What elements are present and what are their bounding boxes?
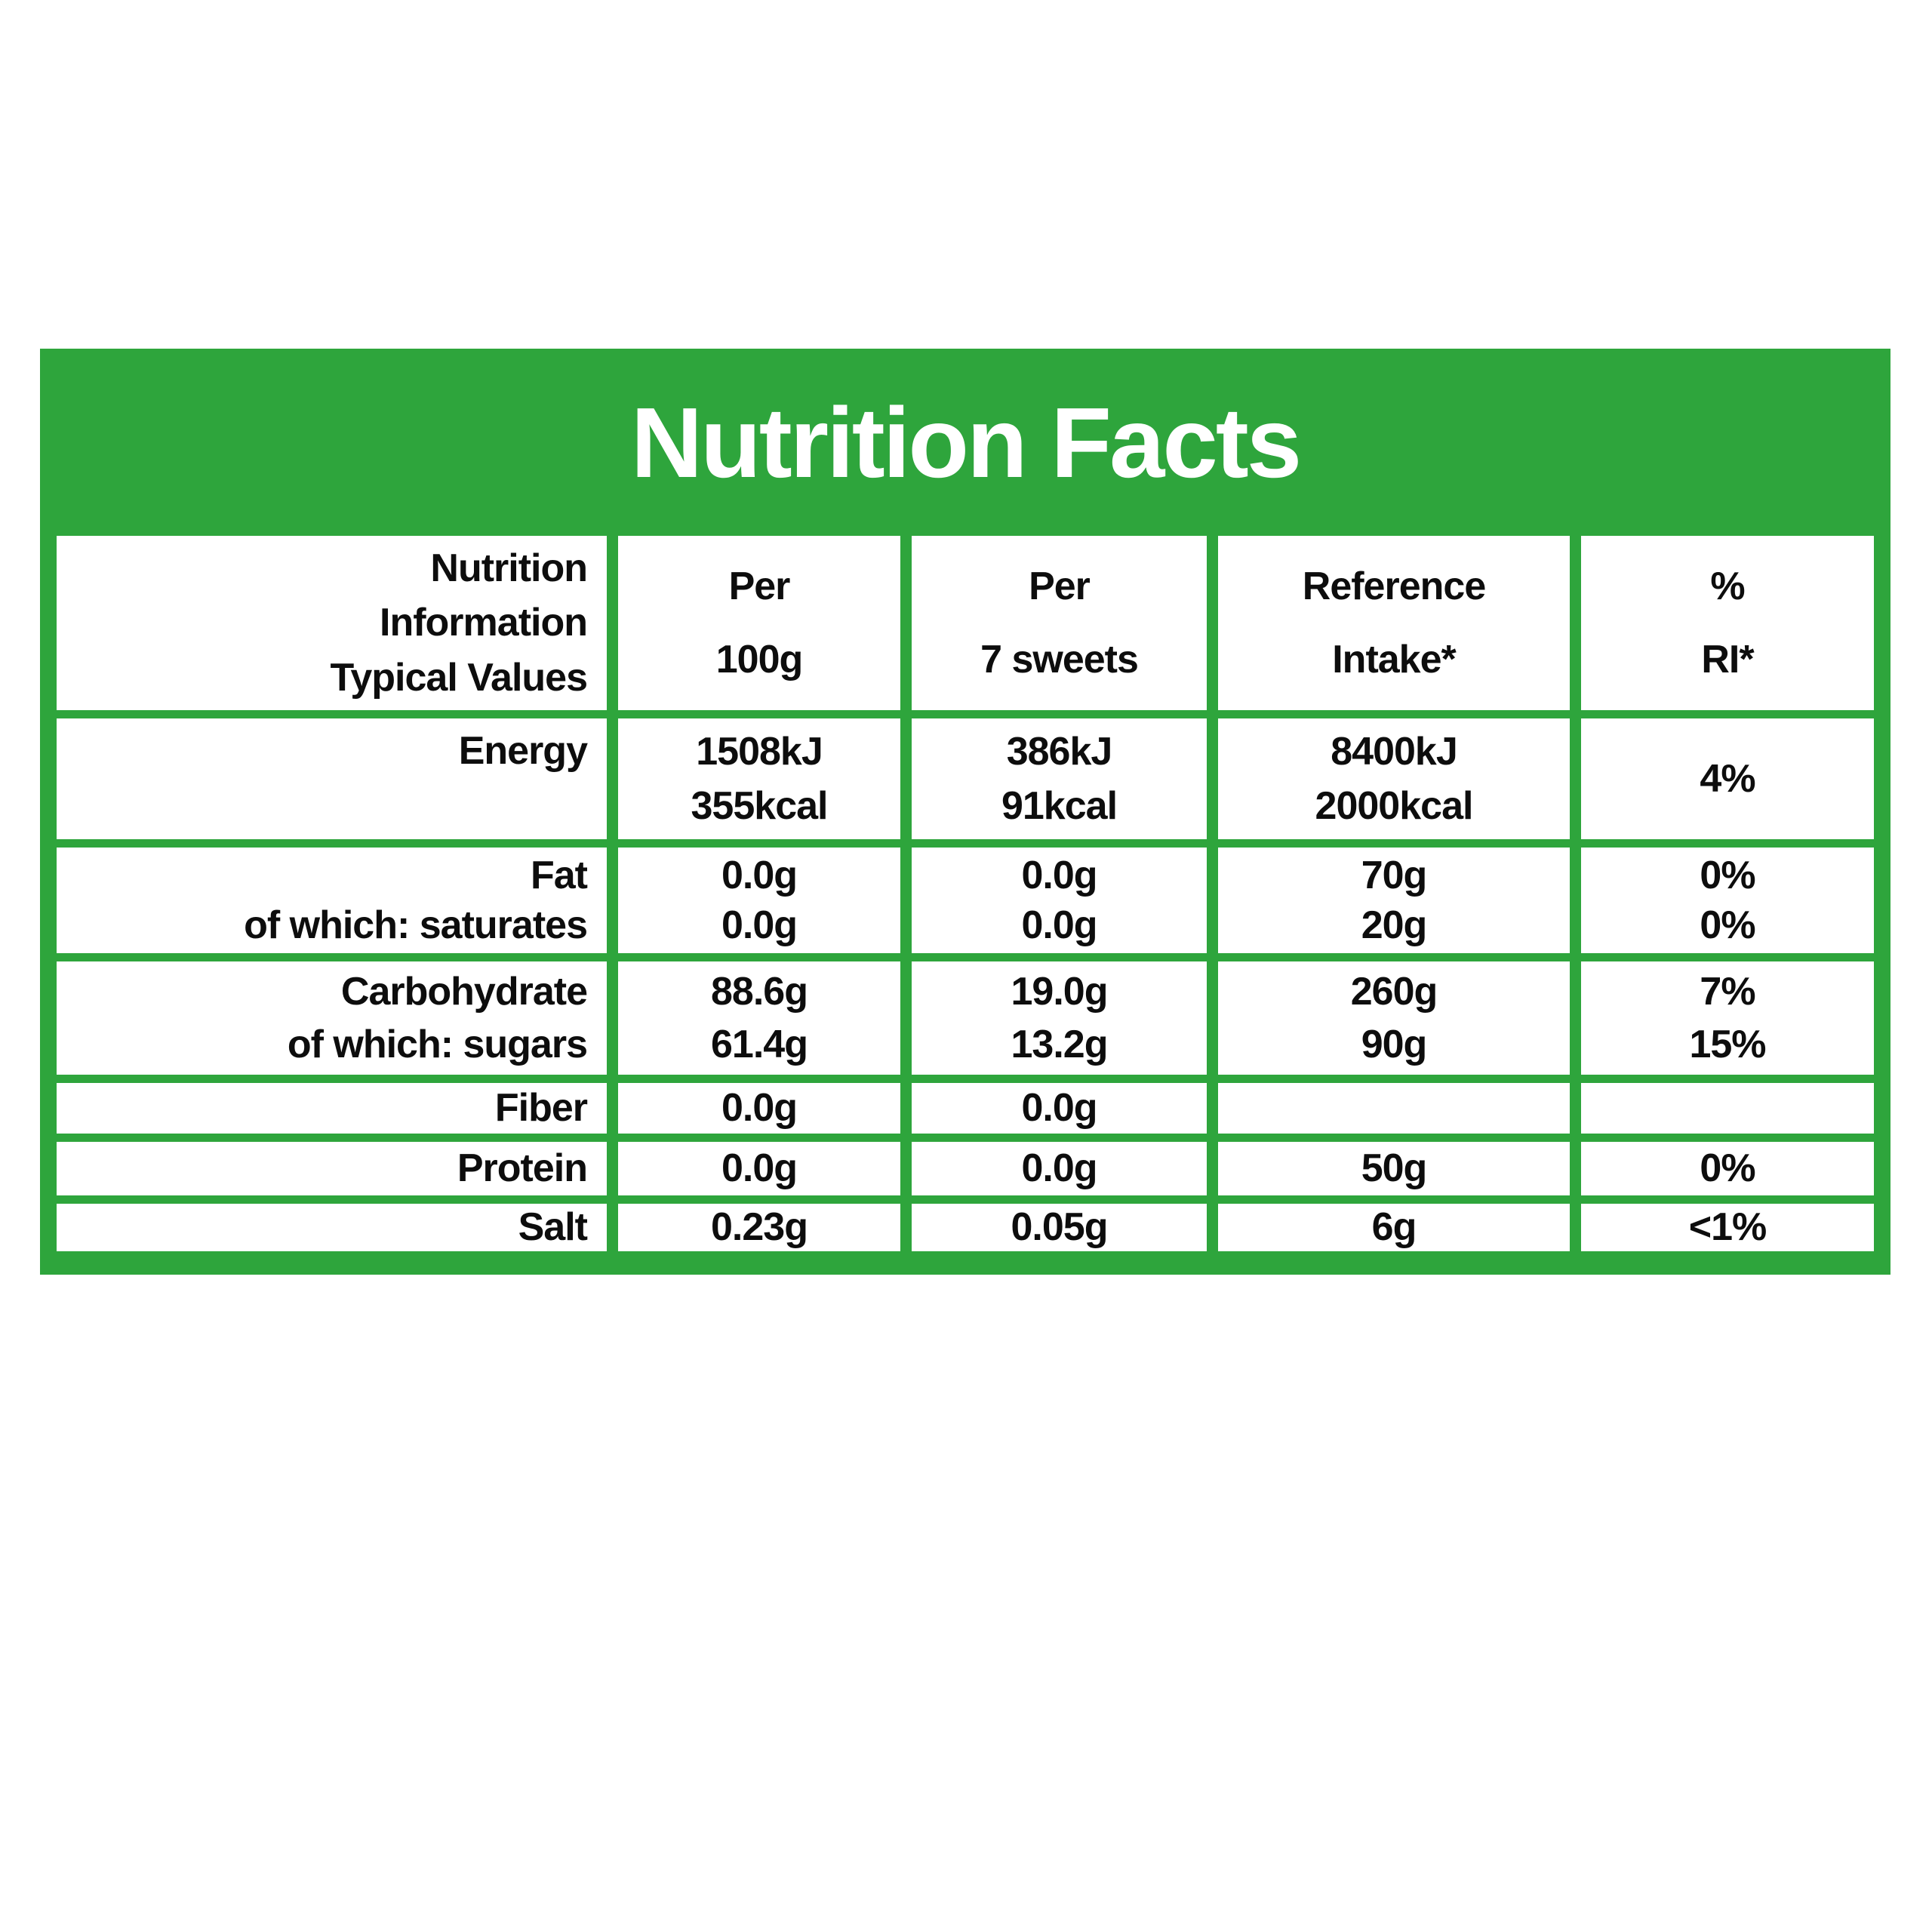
cell-salt-label: Salt <box>57 1204 607 1251</box>
value: 0.0g <box>1021 1146 1097 1191</box>
header-line: RI* <box>1701 637 1754 681</box>
value: 0.23g <box>711 1205 808 1250</box>
cell-fiber-label: Fiber <box>57 1083 607 1134</box>
header-line: Information <box>380 601 588 645</box>
row-label: of which: sugars <box>287 1022 588 1066</box>
cell-fiber-per-7-sweets: 0.0g <box>912 1083 1207 1134</box>
row-label: Salt <box>518 1205 588 1250</box>
value: 0.0g <box>721 1086 798 1131</box>
cell-energy-per-7-sweets: 386kJ 91kcal <box>912 718 1207 839</box>
value: 50g <box>1361 1146 1428 1191</box>
value: 8400kJ <box>1331 729 1458 774</box>
cell-carbohydrate-reference-intake: 260g 90g <box>1218 961 1570 1075</box>
header-cell-per-100g: Per 100g <box>618 536 900 710</box>
cell-energy-per-100g: 1508kJ 355kcal <box>618 718 900 839</box>
value: 91kcal <box>1001 784 1118 829</box>
cell-salt-per-100g: 0.23g <box>618 1204 900 1251</box>
value: 90g <box>1361 1022 1428 1066</box>
header-cell-typical-values: Nutrition Information Typical Values <box>57 536 607 710</box>
header-cell-percent-ri: % RI* <box>1581 536 1874 710</box>
value: 0.0g <box>1021 853 1097 897</box>
row-label: Protein <box>457 1146 588 1191</box>
cell-fiber-percent-ri-empty <box>1581 1083 1874 1134</box>
value: 7% <box>1700 970 1755 1014</box>
value: 88.6g <box>711 970 808 1014</box>
value: 61.4g <box>711 1022 808 1066</box>
cell-fat-reference-intake: 70g 20g <box>1218 848 1570 953</box>
cell-protein-label: Protein <box>57 1142 607 1195</box>
value: 4% <box>1700 756 1755 801</box>
header-line: Reference <box>1302 565 1486 609</box>
label-title: Nutrition Facts <box>630 386 1302 498</box>
value: 0.0g <box>721 853 798 897</box>
cell-carbohydrate-percent-ri: 7% 15% <box>1581 961 1874 1075</box>
cell-energy-reference-intake: 8400kJ 2000kcal <box>1218 718 1570 839</box>
value: 15% <box>1689 1022 1766 1066</box>
value: 2000kcal <box>1315 784 1474 829</box>
value: 70g <box>1361 853 1428 897</box>
cell-energy-percent-ri: 4% <box>1581 718 1874 839</box>
header-cell-per-7-sweets: Per 7 sweets <box>912 536 1207 710</box>
value: <1% <box>1688 1205 1767 1250</box>
header-line: Intake* <box>1332 637 1457 681</box>
row-label: Fat <box>531 853 588 897</box>
row-label: Energy <box>458 729 588 773</box>
value: 0% <box>1700 853 1755 897</box>
value: 0.0g <box>1021 1086 1097 1131</box>
cell-fiber-reference-intake-empty <box>1218 1083 1570 1134</box>
value: 386kJ <box>1006 729 1113 774</box>
cell-fat-per-100g: 0.0g 0.0g <box>618 848 900 953</box>
value: 0% <box>1700 1146 1755 1191</box>
cell-fiber-per-100g: 0.0g <box>618 1083 900 1134</box>
row-label: Carbohydrate <box>340 970 588 1014</box>
value: 260g <box>1350 970 1438 1014</box>
header-line: 7 sweets <box>980 637 1139 681</box>
cell-carbohydrate-per-100g: 88.6g 61.4g <box>618 961 900 1075</box>
row-label: Fiber <box>494 1086 588 1131</box>
cell-protein-per-100g: 0.0g <box>618 1142 900 1195</box>
value: 19.0g <box>1011 970 1109 1014</box>
value: 0.05g <box>1011 1205 1109 1250</box>
header-line: 100g <box>715 637 804 681</box>
value: 355kcal <box>691 784 829 829</box>
cell-carbohydrate-per-7-sweets: 19.0g 13.2g <box>912 961 1207 1075</box>
nutrition-table: Nutrition Information Typical Values Per… <box>57 536 1874 1251</box>
header-line: Typical Values <box>330 655 588 700</box>
cell-protein-reference-intake: 50g <box>1218 1142 1570 1195</box>
cell-carbohydrate-label: Carbohydrate of which: sugars <box>57 961 607 1075</box>
value: 20g <box>1361 903 1428 947</box>
header-cell-reference-intake: Reference Intake* <box>1218 536 1570 710</box>
nutrition-facts-label: Nutrition Facts Nutrition Information Ty… <box>40 349 1890 1275</box>
value: 0% <box>1700 903 1755 947</box>
cell-energy-label: Energy <box>57 718 607 839</box>
cell-fat-label: Fat of which: saturates <box>57 848 607 953</box>
cell-fat-percent-ri: 0% 0% <box>1581 848 1874 953</box>
row-label: of which: saturates <box>244 903 588 947</box>
value: 0.0g <box>721 1146 798 1191</box>
header-line: % <box>1710 565 1745 609</box>
value: 0.0g <box>721 903 798 947</box>
header-line: Per <box>728 565 791 609</box>
header-line: Per <box>1029 565 1091 609</box>
cell-fat-per-7-sweets: 0.0g 0.0g <box>912 848 1207 953</box>
cell-protein-percent-ri: 0% <box>1581 1142 1874 1195</box>
cell-protein-per-7-sweets: 0.0g <box>912 1142 1207 1195</box>
header-line: Nutrition <box>430 546 588 591</box>
value: 6g <box>1371 1205 1417 1250</box>
value: 1508kJ <box>696 729 823 774</box>
value: 0.0g <box>1021 903 1097 947</box>
cell-salt-percent-ri: <1% <box>1581 1204 1874 1251</box>
cell-salt-per-7-sweets: 0.05g <box>912 1204 1207 1251</box>
value: 13.2g <box>1011 1022 1109 1066</box>
cell-salt-reference-intake: 6g <box>1218 1204 1570 1251</box>
